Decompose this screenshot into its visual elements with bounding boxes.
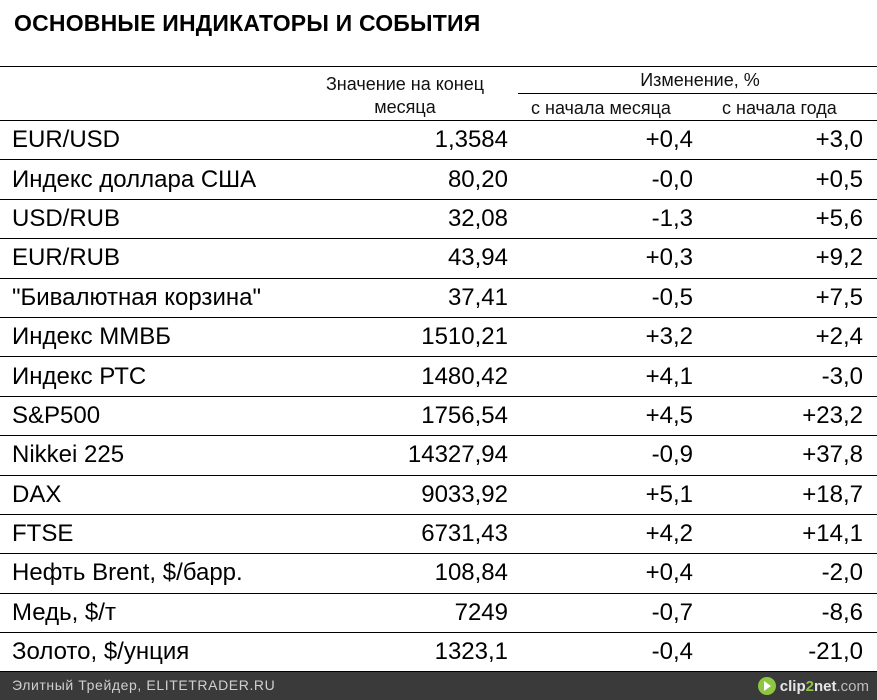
page-title: ОСНОВНЫЕ ИНДИКАТОРЫ И СОБЫТИЯ: [14, 10, 481, 36]
play-icon: [757, 677, 776, 695]
indicator-name: FTSE: [12, 520, 74, 548]
indicator-name: USD/RUB: [12, 204, 121, 232]
value-end-of-month: 14327,94: [407, 441, 508, 469]
table-row: "Бивалютная корзина" 37,41 -0,5 +7,5: [0, 277, 877, 317]
header-value-line2: месяца: [374, 97, 436, 117]
indicator-name: "Бивалютная корзина": [12, 283, 261, 311]
table-row: Индекс РТС 1480,42 +4,1 -3,0: [0, 356, 877, 395]
change-since-year: +9,2: [815, 244, 863, 272]
change-since-month: -0,4: [651, 638, 693, 666]
table-row: EUR/RUB 43,94 +0,3 +9,2: [0, 238, 877, 277]
change-since-month: +3,2: [645, 323, 693, 351]
indicator-name: Индекс ММВБ: [12, 323, 172, 351]
value-end-of-month: 7249: [454, 598, 508, 626]
value-end-of-month: 1480,42: [421, 362, 508, 390]
change-since-year: -3,0: [821, 362, 863, 390]
change-since-year: -2,0: [821, 559, 863, 587]
change-since-month: -0,0: [651, 165, 693, 193]
value-end-of-month: 37,41: [447, 283, 508, 311]
indicator-name: EUR/RUB: [12, 244, 121, 272]
header-value-line1: Значение на конец: [325, 74, 485, 94]
change-since-year: +23,2: [802, 401, 863, 429]
table-row: Nikkei 225 14327,94 -0,9 +37,8: [0, 435, 877, 474]
logo-text: clip2net.com: [779, 677, 869, 695]
indicators-table: EUR/USD 1,3584 +0,4 +3,0 Индекс доллара США 8…: [0, 120, 877, 671]
change-since-year: +14,1: [802, 520, 863, 548]
change-since-month: -0,5: [651, 283, 693, 311]
indicator-name: Нефть Brent, $/барр.: [12, 559, 243, 587]
indicator-name: DAX: [12, 480, 62, 508]
value-end-of-month: 80,20: [447, 165, 508, 193]
indicator-name: Золото, $/унция: [12, 638, 190, 666]
value-end-of-month: 1756,54: [421, 401, 508, 429]
value-end-of-month: 1,3584: [434, 126, 508, 154]
change-since-year: +7,5: [815, 283, 863, 311]
change-since-month: +0,4: [645, 126, 693, 154]
table-row: Индекс доллара США 80,20 -0,0 +0,5: [0, 159, 877, 198]
change-since-month: +4,5: [645, 401, 693, 429]
change-since-month: +5,1: [645, 480, 693, 508]
table-bottom-rule: [0, 671, 877, 672]
change-since-month: +0,3: [645, 244, 693, 272]
footer-credit: Элитный Трейдер, ELITETRADER.RU: [12, 677, 276, 693]
indicator-name: EUR/USD: [12, 126, 121, 154]
change-since-month: +0,4: [645, 559, 693, 587]
header-since-month: с начала месяца: [531, 98, 671, 118]
change-since-year: -21,0: [808, 638, 863, 666]
table-row: S&P500 1756,54 +4,5 +23,2: [0, 395, 877, 435]
header-top-rule: [0, 66, 877, 67]
change-since-month: +4,2: [645, 520, 693, 548]
value-end-of-month: 108,84: [434, 559, 508, 587]
value-end-of-month: 6731,43: [421, 520, 508, 548]
change-since-month: +4,1: [645, 362, 693, 390]
table-row: USD/RUB 32,08 -1,3 +5,6: [0, 198, 877, 238]
change-since-year: +37,8: [802, 441, 863, 469]
change-since-year: -8,6: [821, 598, 863, 626]
change-since-year: +2,4: [815, 323, 863, 351]
value-end-of-month: 32,08: [447, 204, 508, 232]
change-since-year: +3,0: [815, 126, 863, 154]
header-since-year: с начала года: [722, 98, 837, 118]
table-row: Медь, $/т 7249 -0,7 -8,6: [0, 592, 877, 632]
indicator-name: S&P500: [12, 401, 101, 429]
change-since-month: -0,9: [651, 441, 693, 469]
change-group-rule: [518, 93, 877, 94]
indicator-name: Nikkei 225: [12, 441, 125, 469]
table-row: DAX 9033,92 +5,1 +18,7: [0, 474, 877, 514]
value-end-of-month: 9033,92: [421, 480, 508, 508]
change-since-year: +18,7: [802, 480, 863, 508]
change-since-month: -1,3: [651, 204, 693, 232]
clip2net-logo: clip2net.com: [757, 675, 869, 697]
value-end-of-month: 1323,1: [434, 638, 508, 666]
table-row: Золото, $/унция 1323,1 -0,4 -21,0: [0, 632, 877, 671]
header-change-group: Изменение, %: [640, 70, 760, 90]
table-row: FTSE 6731,43 +4,2 +14,1: [0, 513, 877, 553]
table-row: EUR/USD 1,3584 +0,4 +3,0: [0, 120, 877, 159]
change-since-year: +0,5: [815, 165, 863, 193]
table-row: Нефть Brent, $/барр. 108,84 +0,4 -2,0: [0, 553, 877, 592]
change-since-year: +5,6: [815, 204, 863, 232]
value-end-of-month: 1510,21: [421, 323, 508, 351]
table-row: Индекс ММВБ 1510,21 +3,2 +2,4: [0, 316, 877, 356]
indicator-name: Индекс РТС: [12, 362, 147, 390]
indicator-name: Медь, $/т: [12, 598, 116, 626]
indicator-name: Индекс доллара США: [12, 165, 257, 193]
value-end-of-month: 43,94: [447, 244, 508, 272]
footer-bar: Элитный Трейдер, ELITETRADER.RU clip2net…: [0, 672, 877, 700]
change-since-month: -0,7: [651, 598, 693, 626]
